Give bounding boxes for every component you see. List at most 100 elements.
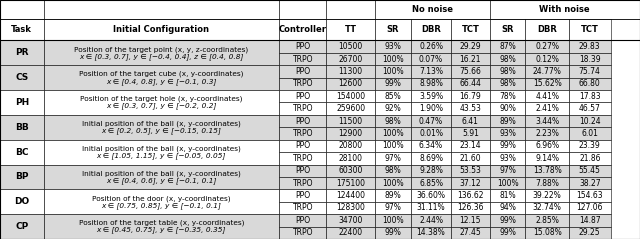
Bar	[411, 189, 451, 202]
Text: 18.39: 18.39	[579, 54, 600, 64]
Text: 9.28%: 9.28%	[419, 166, 443, 175]
Text: 97%: 97%	[385, 203, 401, 212]
Bar	[375, 202, 411, 214]
Text: 97%: 97%	[385, 154, 401, 163]
Bar	[326, 103, 375, 115]
Bar	[0, 115, 44, 140]
Text: No noise: No noise	[412, 5, 453, 14]
Text: TCT: TCT	[581, 25, 598, 34]
Bar	[411, 53, 451, 65]
Bar	[490, 127, 525, 140]
Bar	[375, 164, 411, 177]
Bar	[279, 0, 326, 19]
Bar	[490, 65, 525, 78]
Bar	[451, 115, 490, 127]
Text: 37.12: 37.12	[460, 179, 481, 188]
Text: 99%: 99%	[385, 79, 401, 88]
Text: 78%: 78%	[499, 92, 516, 101]
Bar	[375, 65, 411, 78]
Text: 98%: 98%	[385, 117, 401, 126]
Text: TRPO: TRPO	[292, 129, 313, 138]
Text: 12600: 12600	[339, 79, 363, 88]
Bar	[525, 90, 569, 103]
Text: PPO: PPO	[295, 166, 310, 175]
Text: TT: TT	[345, 25, 356, 34]
Bar	[490, 214, 525, 227]
Text: 8.69%: 8.69%	[419, 154, 443, 163]
Text: 99%: 99%	[499, 141, 516, 150]
Text: Position of the target cube (x, y-coordinates): Position of the target cube (x, y-coordi…	[79, 71, 244, 77]
Bar	[525, 164, 569, 177]
Text: TRPO: TRPO	[292, 228, 313, 237]
Text: 12.15: 12.15	[460, 216, 481, 225]
Text: 7.13%: 7.13%	[419, 67, 443, 76]
Text: 154.63: 154.63	[577, 191, 603, 200]
Bar	[375, 127, 411, 140]
Text: 28100: 28100	[339, 154, 363, 163]
Bar	[569, 227, 611, 239]
Bar	[279, 53, 326, 65]
Bar	[326, 90, 375, 103]
Text: x ∈ [0.3, 0.7], y ∈ [−0.2, 0.2]: x ∈ [0.3, 0.7], y ∈ [−0.2, 0.2]	[106, 103, 216, 109]
Text: 259600: 259600	[336, 104, 365, 113]
Text: 126.36: 126.36	[457, 203, 484, 212]
Text: TRPO: TRPO	[292, 179, 313, 188]
Bar	[569, 78, 611, 90]
Bar	[525, 127, 569, 140]
Bar	[375, 40, 411, 53]
Text: 60300: 60300	[339, 166, 363, 175]
Bar	[525, 115, 569, 127]
Bar	[326, 53, 375, 65]
Text: x ∈ [0.45, 0.75], y ∈ [−0.35, 0.35]: x ∈ [0.45, 0.75], y ∈ [−0.35, 0.35]	[97, 227, 226, 234]
Text: 6.41: 6.41	[462, 117, 479, 126]
Text: 5.91: 5.91	[462, 129, 479, 138]
Bar	[326, 127, 375, 140]
Bar	[375, 78, 411, 90]
Text: 10500: 10500	[339, 42, 363, 51]
Bar	[451, 78, 490, 90]
Bar	[490, 115, 525, 127]
Text: BC: BC	[15, 148, 29, 157]
Bar	[326, 202, 375, 214]
Bar	[326, 40, 375, 53]
Text: SR: SR	[387, 25, 399, 34]
Text: 0.07%: 0.07%	[419, 54, 443, 64]
Bar	[525, 214, 569, 227]
Text: 136.62: 136.62	[457, 191, 484, 200]
Text: 14.38%: 14.38%	[417, 228, 445, 237]
Text: 75.74: 75.74	[579, 67, 601, 76]
Bar	[44, 40, 279, 65]
Text: 99%: 99%	[499, 228, 516, 237]
Bar	[569, 189, 611, 202]
Bar	[279, 19, 326, 40]
Text: 20800: 20800	[339, 141, 363, 150]
Text: DBR: DBR	[421, 25, 441, 34]
Text: SR: SR	[501, 25, 514, 34]
Bar	[411, 90, 451, 103]
Bar	[569, 177, 611, 189]
Text: DBR: DBR	[537, 25, 557, 34]
Text: 6.96%: 6.96%	[535, 141, 559, 150]
Bar	[44, 19, 279, 40]
Bar	[525, 177, 569, 189]
Text: 26700: 26700	[339, 54, 363, 64]
Bar	[569, 164, 611, 177]
Text: 100%: 100%	[382, 179, 404, 188]
Text: 93%: 93%	[499, 154, 516, 163]
Bar	[326, 227, 375, 239]
Text: Initial position of the ball (x, y-coordinates): Initial position of the ball (x, y-coord…	[82, 170, 241, 177]
Text: 21.60: 21.60	[460, 154, 481, 163]
Text: 154000: 154000	[336, 92, 365, 101]
Text: 34700: 34700	[339, 216, 363, 225]
Bar	[569, 115, 611, 127]
Text: 29.25: 29.25	[579, 228, 600, 237]
Bar	[375, 115, 411, 127]
Bar	[44, 0, 279, 19]
Bar	[411, 177, 451, 189]
Bar	[375, 177, 411, 189]
Text: Position of the target hole (x, y-coordinates): Position of the target hole (x, y-coordi…	[80, 96, 243, 102]
Text: 99%: 99%	[385, 228, 401, 237]
Bar	[375, 19, 411, 40]
Text: 15.62%: 15.62%	[533, 79, 561, 88]
Text: PPO: PPO	[295, 191, 310, 200]
